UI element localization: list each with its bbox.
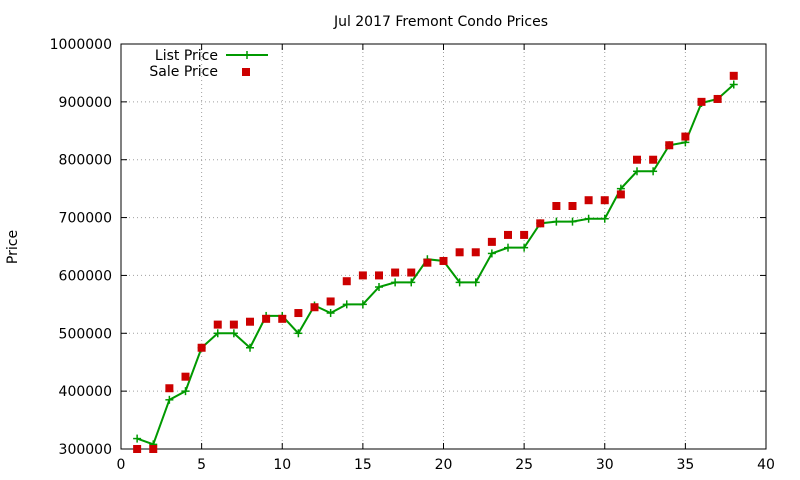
data-point: [407, 268, 416, 277]
data-point: [358, 271, 367, 280]
data-point: [713, 94, 722, 103]
axis-ticks: [120, 43, 767, 450]
data-point: [487, 249, 496, 258]
data-point: [229, 320, 238, 329]
legend-swatch-list-price: [226, 51, 268, 59]
data-point: [391, 278, 400, 287]
data-point: [423, 258, 432, 267]
data-point: [504, 243, 512, 252]
data-point: [520, 230, 529, 239]
x-tick-label: 15: [354, 457, 372, 473]
data-point: [407, 278, 416, 287]
data-point: [375, 271, 383, 280]
x-tick-label: 0: [117, 457, 126, 473]
legend-label-sale-price: Sale Price: [149, 64, 218, 80]
legend-swatch-sale-price: [242, 68, 250, 76]
y-tick-label: 900000: [59, 95, 112, 111]
legend: List Price Sale Price: [149, 48, 268, 80]
data-point: [246, 343, 254, 352]
legend-label-list-price: List Price: [155, 48, 218, 64]
data-point: [584, 214, 593, 223]
data-point: [520, 243, 529, 252]
y-tick-labels: 300000 400000 500000 600000 700000 800000 9000…: [50, 37, 112, 458]
data-point: [375, 283, 383, 291]
data-point: [165, 384, 174, 393]
data-point: [326, 297, 335, 306]
data-point: [568, 202, 577, 210]
data-point: [616, 190, 625, 199]
data-point: [471, 278, 480, 287]
x-tick-label: 10: [273, 457, 291, 473]
data-point: [729, 71, 738, 80]
y-tick-label: 800000: [59, 153, 112, 169]
y-tick-label: 300000: [59, 442, 112, 458]
grid: [121, 44, 766, 449]
data-point: [633, 167, 641, 176]
data-point: [358, 300, 367, 309]
data-point: [342, 277, 351, 286]
data-point: [600, 196, 609, 205]
y-tick-label: 600000: [59, 268, 112, 284]
data-point: [649, 155, 658, 164]
data-point: [165, 395, 174, 404]
y-tick-label: 1000000: [50, 37, 112, 53]
data-point: [633, 155, 641, 164]
data-point: [455, 278, 464, 287]
y-tick-label: 500000: [59, 326, 112, 342]
x-tick-label: 40: [757, 457, 775, 473]
data-point: [471, 248, 480, 257]
chart-title: Jul 2017 Fremont Condo Prices: [333, 14, 548, 30]
data-point: [729, 80, 738, 89]
data-point: [665, 141, 674, 150]
data-point: [568, 217, 577, 226]
x-tick-labels: 0 5 10 15 20 25 30 35 40: [117, 457, 775, 473]
data-point: [697, 97, 706, 106]
legend-marker: [243, 51, 251, 59]
data-point: [149, 445, 158, 453]
data-point: [649, 167, 658, 176]
data-point: [294, 309, 303, 318]
y-tick-label: 700000: [59, 211, 112, 227]
data-point: [213, 329, 222, 338]
x-tick-label: 35: [676, 457, 694, 473]
data-point: [197, 343, 206, 352]
data-point: [439, 256, 448, 265]
y-axis-title: Price: [5, 230, 21, 264]
x-tick-label: 5: [197, 457, 206, 473]
data-point: [326, 309, 335, 318]
data-point: [552, 202, 561, 210]
data-point: [262, 314, 271, 323]
data-point: [552, 217, 561, 226]
data-point: [600, 214, 609, 223]
data-point: [310, 303, 319, 312]
x-tick-label: 25: [515, 457, 533, 473]
x-tick-label: 30: [596, 457, 614, 473]
data-point: [213, 320, 222, 329]
legend-marker: [242, 68, 250, 76]
data-point: [246, 317, 254, 326]
y-tick-label: 400000: [59, 384, 112, 400]
x-tick-label: 20: [435, 457, 453, 473]
series-list-price: [133, 80, 738, 449]
data-point: [455, 248, 464, 257]
data-point: [229, 329, 238, 338]
data-point: [504, 230, 512, 239]
data-point: [181, 387, 190, 396]
data-point: [342, 300, 351, 309]
data-point: [294, 329, 303, 338]
data-point: [133, 445, 142, 453]
series-sale-price: [133, 71, 738, 453]
data-point: [181, 372, 190, 381]
data-point: [391, 268, 400, 277]
data-point: [681, 132, 690, 141]
data-point: [133, 434, 142, 443]
data-point: [278, 314, 287, 323]
data-point: [536, 219, 545, 228]
series-line: [136, 83, 735, 446]
data-point: [487, 237, 496, 246]
data-point: [584, 196, 593, 205]
series: [133, 71, 738, 453]
